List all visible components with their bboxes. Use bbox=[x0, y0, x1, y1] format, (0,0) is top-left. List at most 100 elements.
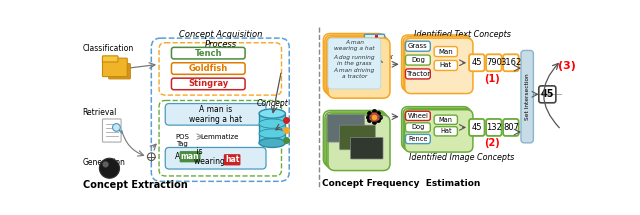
Text: Concept Acquisition
Process: Concept Acquisition Process bbox=[179, 30, 263, 49]
Text: POS
Tag: POS Tag bbox=[175, 134, 189, 147]
FancyBboxPatch shape bbox=[102, 58, 127, 77]
FancyBboxPatch shape bbox=[406, 134, 430, 144]
Ellipse shape bbox=[259, 138, 285, 147]
Text: Wheel: Wheel bbox=[408, 113, 428, 119]
FancyBboxPatch shape bbox=[434, 115, 458, 124]
FancyBboxPatch shape bbox=[469, 119, 484, 136]
FancyBboxPatch shape bbox=[503, 119, 518, 136]
Text: Generation: Generation bbox=[83, 158, 125, 167]
Text: Man: Man bbox=[439, 117, 453, 123]
FancyBboxPatch shape bbox=[326, 37, 388, 97]
Text: 3162: 3162 bbox=[500, 58, 522, 67]
FancyBboxPatch shape bbox=[326, 114, 388, 169]
FancyBboxPatch shape bbox=[323, 111, 385, 166]
Text: (2): (2) bbox=[484, 138, 500, 148]
Circle shape bbox=[113, 124, 120, 131]
Text: Lemmatize: Lemmatize bbox=[200, 134, 239, 140]
Circle shape bbox=[147, 153, 155, 161]
Text: A man
wearing a hat: A man wearing a hat bbox=[334, 40, 374, 51]
FancyBboxPatch shape bbox=[404, 110, 473, 152]
FancyBboxPatch shape bbox=[109, 63, 131, 79]
FancyBboxPatch shape bbox=[323, 34, 385, 94]
Text: Concept
Bank: Concept Bank bbox=[257, 99, 288, 118]
FancyBboxPatch shape bbox=[486, 119, 502, 136]
Text: Concept Extraction: Concept Extraction bbox=[83, 180, 188, 190]
FancyBboxPatch shape bbox=[102, 56, 118, 62]
Text: Hat: Hat bbox=[440, 62, 452, 68]
Text: RAM++: RAM++ bbox=[360, 132, 388, 138]
FancyBboxPatch shape bbox=[469, 54, 484, 71]
Ellipse shape bbox=[259, 109, 285, 118]
FancyBboxPatch shape bbox=[351, 137, 383, 159]
Text: 45: 45 bbox=[472, 58, 482, 67]
FancyBboxPatch shape bbox=[404, 38, 473, 94]
Text: A man driving
a tractor: A man driving a tractor bbox=[333, 68, 375, 79]
FancyBboxPatch shape bbox=[328, 38, 390, 98]
Text: hat: hat bbox=[225, 155, 239, 164]
Text: Fence: Fence bbox=[408, 136, 428, 142]
FancyBboxPatch shape bbox=[434, 47, 458, 57]
Text: Man: Man bbox=[438, 49, 453, 55]
FancyBboxPatch shape bbox=[328, 115, 390, 170]
FancyBboxPatch shape bbox=[406, 41, 430, 51]
Text: man: man bbox=[180, 152, 200, 161]
FancyBboxPatch shape bbox=[172, 47, 245, 59]
Text: 45: 45 bbox=[541, 89, 554, 99]
FancyBboxPatch shape bbox=[402, 107, 470, 149]
FancyBboxPatch shape bbox=[172, 63, 245, 74]
Text: Retrieval: Retrieval bbox=[83, 108, 116, 117]
Text: (1): (1) bbox=[484, 74, 500, 84]
Circle shape bbox=[99, 158, 120, 178]
FancyBboxPatch shape bbox=[327, 114, 364, 142]
Text: Set Intersection: Set Intersection bbox=[525, 73, 530, 120]
FancyBboxPatch shape bbox=[486, 54, 502, 71]
Text: Tench: Tench bbox=[195, 49, 222, 58]
FancyBboxPatch shape bbox=[406, 55, 430, 65]
FancyBboxPatch shape bbox=[406, 111, 430, 121]
FancyBboxPatch shape bbox=[434, 127, 458, 136]
Text: Identified Image Concepts: Identified Image Concepts bbox=[410, 153, 515, 162]
Circle shape bbox=[370, 51, 379, 59]
Text: Stingray: Stingray bbox=[188, 79, 228, 88]
Text: Concept Frequency  Estimation: Concept Frequency Estimation bbox=[322, 178, 480, 187]
Text: A man is
wearing a hat: A man is wearing a hat bbox=[189, 105, 242, 124]
FancyBboxPatch shape bbox=[406, 69, 430, 79]
Text: 790: 790 bbox=[486, 58, 502, 67]
Text: 132: 132 bbox=[486, 123, 502, 132]
Text: Dog: Dog bbox=[411, 57, 425, 63]
FancyBboxPatch shape bbox=[172, 78, 245, 90]
FancyBboxPatch shape bbox=[325, 112, 387, 167]
FancyBboxPatch shape bbox=[340, 125, 375, 150]
FancyBboxPatch shape bbox=[165, 147, 266, 169]
Circle shape bbox=[102, 161, 109, 167]
FancyBboxPatch shape bbox=[364, 34, 385, 53]
Text: Tractor: Tractor bbox=[406, 71, 430, 77]
Text: 807: 807 bbox=[503, 123, 519, 132]
FancyBboxPatch shape bbox=[325, 35, 387, 95]
FancyBboxPatch shape bbox=[375, 35, 378, 40]
FancyBboxPatch shape bbox=[403, 108, 472, 150]
Text: A dog running
in the grass: A dog running in the grass bbox=[333, 55, 375, 66]
FancyBboxPatch shape bbox=[403, 37, 472, 92]
Text: Text-Index: Text-Index bbox=[356, 54, 394, 60]
FancyBboxPatch shape bbox=[328, 38, 381, 89]
Text: Identified Text Concepts: Identified Text Concepts bbox=[413, 30, 511, 39]
FancyBboxPatch shape bbox=[259, 114, 285, 143]
Text: (3): (3) bbox=[558, 61, 575, 71]
Text: Grass: Grass bbox=[408, 43, 428, 49]
Text: A: A bbox=[175, 152, 182, 161]
Text: Dog: Dog bbox=[412, 124, 424, 131]
Text: 45: 45 bbox=[472, 123, 482, 132]
FancyBboxPatch shape bbox=[539, 86, 556, 103]
FancyBboxPatch shape bbox=[402, 35, 470, 91]
FancyBboxPatch shape bbox=[165, 104, 266, 125]
FancyBboxPatch shape bbox=[521, 51, 533, 143]
Text: Classification: Classification bbox=[83, 45, 134, 53]
FancyBboxPatch shape bbox=[406, 123, 430, 132]
Text: is
wearing a: is wearing a bbox=[194, 147, 234, 166]
Ellipse shape bbox=[259, 119, 285, 128]
FancyBboxPatch shape bbox=[434, 60, 458, 71]
Ellipse shape bbox=[259, 129, 285, 138]
Text: Goldfish: Goldfish bbox=[189, 64, 228, 73]
FancyBboxPatch shape bbox=[102, 119, 121, 142]
